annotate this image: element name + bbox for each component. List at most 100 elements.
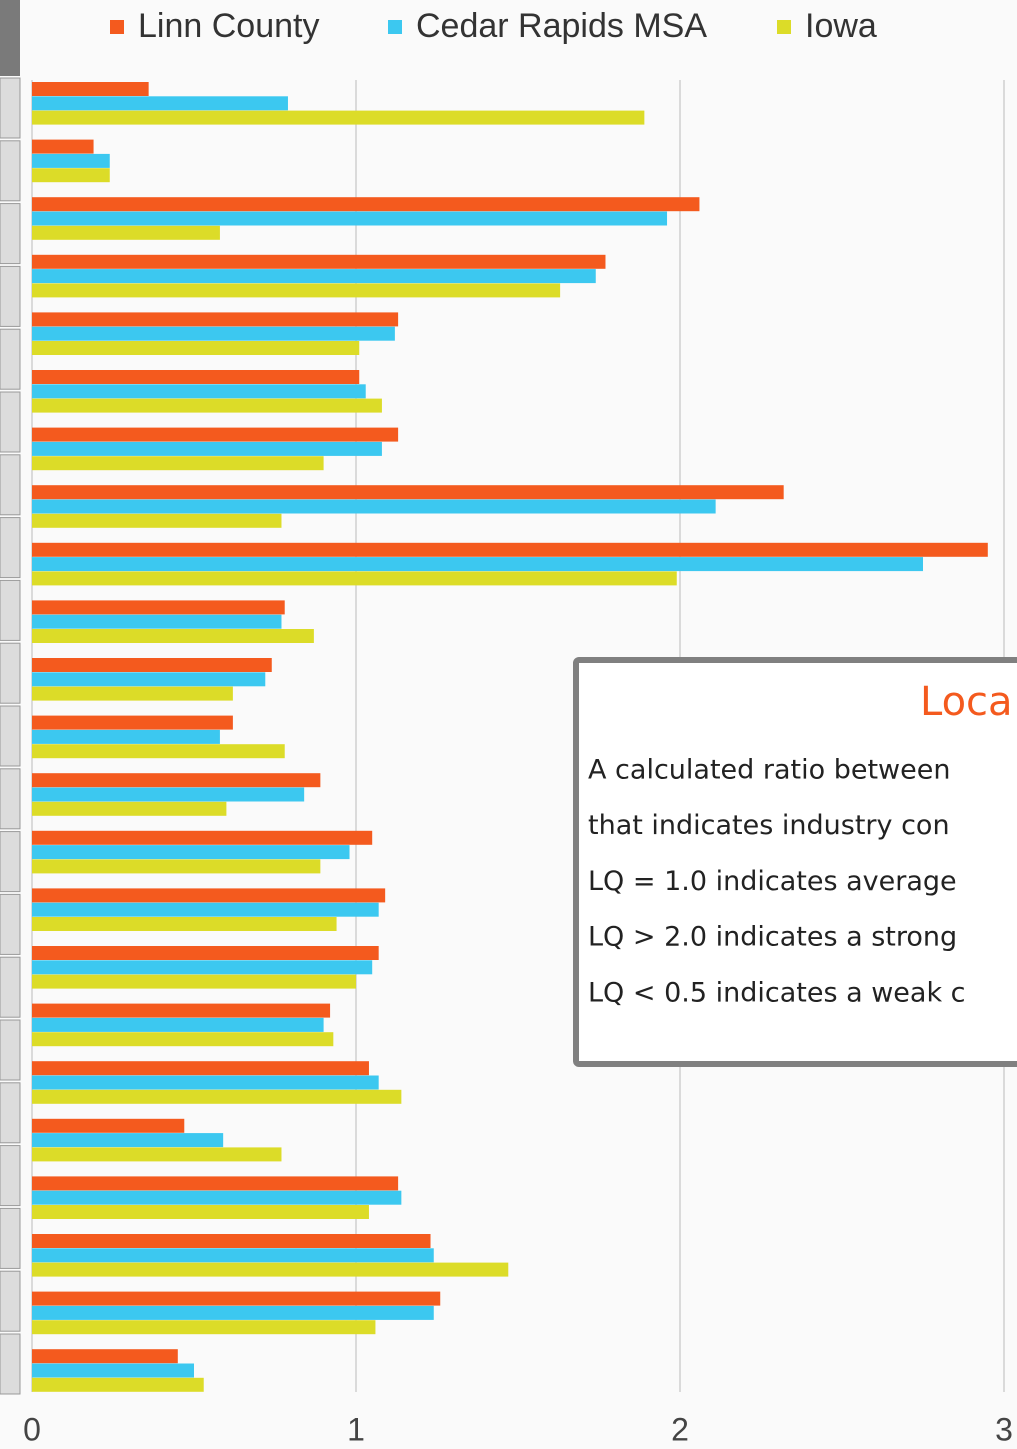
legend-label: Cedar Rapids MSA [416, 7, 707, 45]
bar [32, 1089, 402, 1104]
legend-swatch [777, 20, 791, 34]
x-tick-label: 3 [995, 1411, 1013, 1447]
bar [32, 96, 288, 111]
bar [32, 283, 561, 298]
bar [32, 773, 321, 788]
annotation-line: LQ > 2.0 indicates a strong [588, 922, 957, 953]
side-cell [0, 203, 21, 265]
bar [32, 427, 399, 442]
bar [32, 312, 399, 327]
bar [32, 499, 716, 514]
side-cell [0, 1333, 21, 1395]
bar [32, 225, 220, 240]
side-cell [0, 768, 21, 830]
side-cell [0, 1019, 21, 1081]
bar [32, 1133, 224, 1148]
bar [32, 1017, 324, 1032]
bar [32, 254, 606, 269]
bar [32, 1305, 434, 1320]
side-cell [0, 642, 21, 704]
bar [32, 485, 784, 500]
bar [32, 917, 337, 931]
bar [32, 614, 282, 629]
side-cell [0, 265, 21, 327]
legend-label: Linn County [138, 7, 319, 45]
side-cell [0, 454, 21, 516]
bar [32, 672, 266, 687]
side-cell [0, 893, 21, 955]
bar [32, 946, 379, 960]
bar [32, 902, 379, 917]
bar [32, 1003, 331, 1018]
side-cell [0, 517, 21, 579]
bar [32, 1363, 194, 1378]
side-cell [0, 391, 21, 453]
annotation-line: A calculated ratio between [588, 755, 950, 786]
bar [32, 629, 314, 643]
bar [32, 571, 677, 586]
bar [32, 960, 373, 975]
bar [32, 197, 700, 212]
side-cell [0, 956, 21, 1018]
side-cell [0, 1207, 21, 1269]
annotation-line: LQ = 1.0 indicates average [588, 866, 957, 897]
bar [32, 787, 305, 802]
x-tick-label: 2 [671, 1411, 689, 1447]
bar [32, 341, 360, 355]
bar [32, 1147, 282, 1162]
annotation-line: that indicates industry con [588, 810, 950, 841]
side-cell [0, 1145, 21, 1207]
bar [32, 1234, 431, 1248]
bar [32, 1377, 204, 1392]
bar [32, 1205, 369, 1219]
annotation-line: LQ < 0.5 indicates a weak c [588, 977, 966, 1008]
legend-swatch [110, 20, 124, 34]
bar [32, 845, 350, 860]
bar [32, 384, 366, 399]
bar [32, 729, 220, 744]
bar [32, 1291, 441, 1306]
bar [32, 1349, 178, 1364]
bar [32, 513, 282, 528]
bar [32, 168, 110, 183]
bar [32, 715, 233, 730]
annotation-box [573, 657, 1017, 1067]
x-tick-label: 1 [347, 1411, 365, 1447]
bar [32, 1075, 379, 1090]
bar [32, 859, 321, 874]
legend-label: Iowa [805, 7, 877, 45]
bar [32, 658, 272, 672]
bar [32, 744, 285, 759]
bar [32, 1118, 185, 1133]
side-cell [0, 705, 21, 767]
bar [32, 370, 360, 384]
bar [32, 1320, 376, 1335]
bar [32, 139, 94, 154]
bar [32, 211, 668, 226]
bar [32, 398, 382, 413]
bar [32, 441, 382, 456]
bar [32, 801, 227, 816]
bar [32, 1176, 399, 1191]
bar [32, 888, 386, 903]
bar [32, 153, 110, 168]
side-cell [0, 77, 21, 139]
bar [32, 600, 285, 615]
side-cell [0, 1082, 21, 1144]
bar [32, 456, 324, 471]
bar [32, 542, 988, 557]
bar [32, 1061, 369, 1076]
side-cell [0, 579, 21, 641]
bar [32, 974, 356, 989]
bar [32, 269, 596, 284]
x-tick-label: 0 [23, 1411, 41, 1447]
bar [32, 830, 373, 845]
legend-swatch [388, 20, 402, 34]
bar [32, 110, 645, 125]
bar [32, 1248, 434, 1263]
side-cell [0, 1270, 21, 1332]
bar [32, 1190, 402, 1205]
bar [32, 1262, 509, 1277]
